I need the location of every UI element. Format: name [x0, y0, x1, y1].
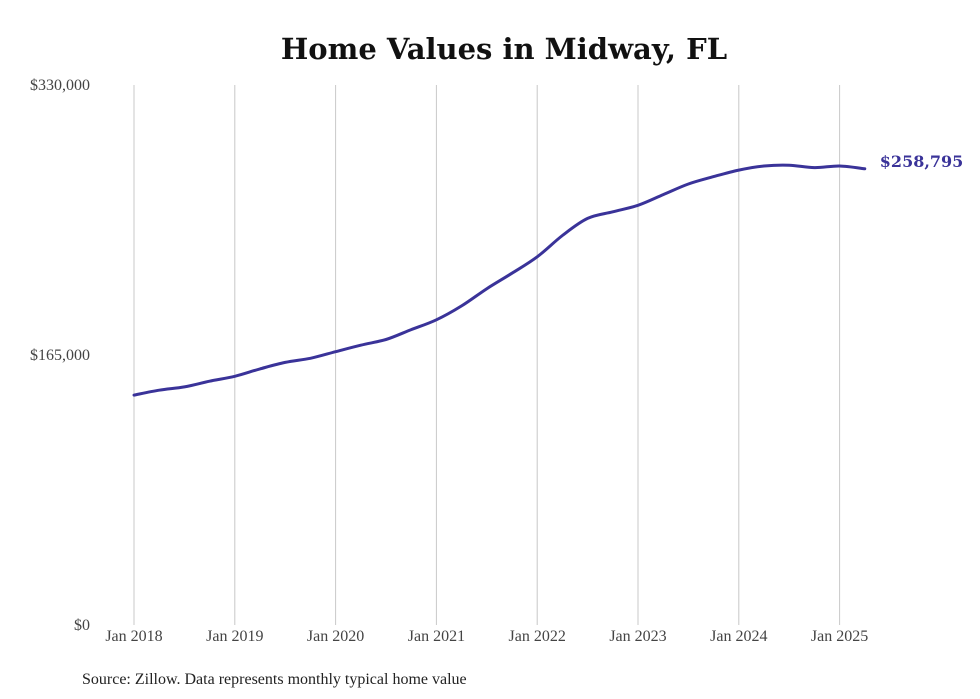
x-tick-label: Jan 2020	[307, 628, 364, 645]
y-tick-label: $330,000	[30, 77, 90, 94]
x-tick-label: Jan 2025	[811, 628, 868, 645]
chart-title: Home Values in Midway, FL	[281, 32, 727, 66]
series-line	[132, 163, 867, 397]
end-value-label: $258,795	[880, 152, 964, 171]
y-tick-label: $0	[74, 617, 90, 634]
x-tick-label: Jan 2021	[408, 628, 465, 645]
x-axis-ticks: Jan 2018 Jan 2019 Jan 2020 Jan 2021 Jan 2022…	[105, 628, 868, 645]
x-tick-label: Jan 2022	[509, 628, 566, 645]
gridlines	[133, 85, 841, 625]
x-tick-label: Jan 2023	[609, 628, 666, 645]
x-tick-label: Jan 2018	[105, 628, 162, 645]
y-axis-ticks: $0 $165,000 $330,000	[30, 77, 90, 634]
y-tick-label: $165,000	[30, 347, 90, 364]
x-tick-label: Jan 2024	[710, 628, 767, 645]
x-tick-label: Jan 2019	[206, 628, 263, 645]
source-note: Source: Zillow. Data represents monthly …	[82, 671, 467, 688]
